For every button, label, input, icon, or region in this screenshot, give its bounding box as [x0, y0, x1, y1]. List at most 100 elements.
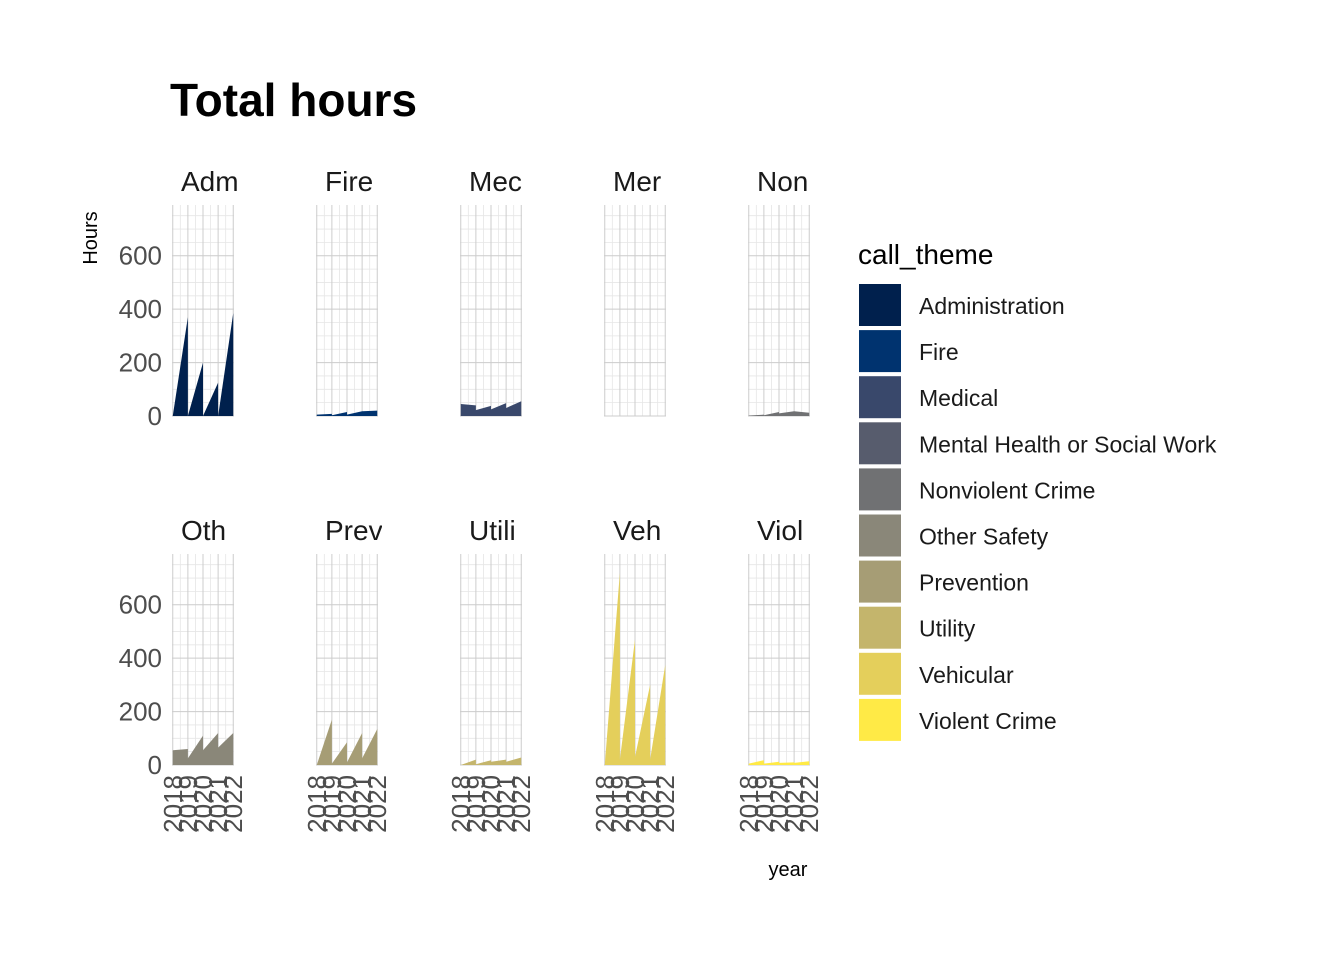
area-series-other-safety [172, 732, 234, 765]
facet-strip-label: Non [757, 166, 808, 197]
chart-title: Total hours [170, 74, 417, 126]
x-tick-label: 2018 [302, 775, 332, 833]
y-tick-label: 0 [148, 750, 162, 780]
legend-item: Mental Health or Social Work [859, 422, 1217, 465]
facet-strip-label: Mer [613, 166, 661, 197]
legend-swatch [859, 560, 901, 603]
x-tick-label: 2021 [779, 775, 809, 833]
area-series-medical [460, 401, 522, 416]
area-series-violent-crime [748, 760, 810, 765]
facet-strip-label: Mec [469, 166, 522, 197]
axis-labels: Hours year [80, 211, 808, 881]
legend-item: Administration [859, 284, 1065, 326]
x-tick-label: 2022 [650, 775, 680, 833]
legend-label: Medical [919, 385, 998, 411]
legend-label: Prevention [919, 570, 1029, 596]
x-tick-label: 2020 [332, 775, 362, 833]
legend-label: Vehicular [919, 662, 1014, 688]
legend-swatch [859, 330, 901, 373]
facet-strip-label: Viol [757, 515, 803, 546]
area-series-fire [316, 410, 378, 416]
legend-swatch [859, 422, 901, 465]
x-tick-label: 2021 [491, 775, 521, 833]
legend-swatch [859, 514, 901, 557]
facet-panel: Non [748, 166, 810, 417]
legend-label: Fire [919, 339, 959, 365]
legend-label: Nonviolent Crime [919, 477, 1095, 503]
x-tick-label: 2021 [635, 775, 665, 833]
legend-item: Fire [859, 330, 959, 373]
x-tick-label: 2018 [734, 775, 764, 833]
legend-title: call_theme [858, 239, 993, 270]
legend-swatch [859, 698, 901, 741]
x-tick-label: 2020 [476, 775, 506, 833]
facet-strip-label: Adm [181, 166, 239, 197]
y-tick-label: 600 [119, 241, 162, 271]
facet-panel: Fire [316, 166, 378, 417]
legend-item: Other Safety [859, 514, 1049, 557]
x-tick-label: 2020 [188, 775, 218, 833]
legend-item: Medical [859, 376, 998, 419]
area-series-nonviolent-crime [748, 411, 810, 416]
area-series-utility [460, 757, 522, 765]
y-tick-label: 200 [119, 697, 162, 727]
x-axis-label: year [769, 859, 808, 881]
area-series-vehicular [604, 572, 666, 765]
facet-strip-label: Prev [325, 515, 383, 546]
legend-item: Nonviolent Crime [859, 468, 1095, 511]
y-tick-label: 400 [119, 294, 162, 324]
x-tick-label: 2019 [461, 775, 491, 833]
facet-strip-label: Oth [181, 515, 226, 546]
facet-panel: Mer [604, 166, 666, 417]
facet-panels: Adm 0 200 400 600 Fire Mec Mer Non Oth 0 200 400 600 2… [119, 166, 825, 833]
x-tick-label: 2022 [362, 775, 392, 833]
legend: call_theme Administration Fire Medical Ment… [858, 239, 1217, 741]
legend-items: Administration Fire Medical Mental Health o… [859, 284, 1217, 741]
x-tick-label: 2020 [764, 775, 794, 833]
facet-strip-label: Utili [469, 515, 516, 546]
facet-panel: Adm 0 200 400 600 [119, 166, 239, 431]
legend-swatch [859, 606, 901, 649]
x-tick-label: 2019 [173, 775, 203, 833]
x-tick-label: 2019 [317, 775, 347, 833]
area-series-administration [172, 313, 234, 416]
x-tick-label: 2019 [605, 775, 635, 833]
legend-label: Administration [919, 293, 1065, 319]
y-tick-label: 400 [119, 643, 162, 673]
facet-strip-label: Fire [325, 166, 373, 197]
legend-swatch [859, 468, 901, 511]
legend-item: Utility [859, 606, 976, 649]
legend-label: Other Safety [919, 524, 1049, 550]
x-tick-label: 2022 [794, 775, 824, 833]
facet-strip-label: Veh [613, 515, 661, 546]
x-tick-label: 2022 [506, 775, 536, 833]
x-tick-label: 2018 [446, 775, 476, 833]
y-tick-label: 600 [119, 590, 162, 620]
facet-panel: Mec [460, 166, 522, 417]
x-tick-label: 2020 [620, 775, 650, 833]
y-tick-label: 200 [119, 348, 162, 378]
y-axis-label: Hours [80, 211, 102, 264]
legend-swatch [859, 652, 901, 695]
x-tick-label: 2019 [749, 775, 779, 833]
legend-item: Prevention [859, 560, 1029, 603]
x-tick-label: 2021 [203, 775, 233, 833]
area-series-prevention [316, 719, 378, 765]
x-tick-label: 2018 [158, 775, 188, 833]
x-tick-label: 2021 [347, 775, 377, 833]
legend-swatch [859, 376, 901, 419]
legend-label: Mental Health or Social Work [919, 431, 1217, 457]
y-tick-label: 0 [148, 401, 162, 431]
legend-label: Utility [919, 616, 976, 642]
x-tick-label: 2022 [218, 775, 248, 833]
legend-item: Violent Crime [859, 698, 1057, 741]
legend-item: Vehicular [859, 652, 1014, 695]
x-tick-label: 2018 [590, 775, 620, 833]
legend-label: Violent Crime [919, 708, 1057, 734]
